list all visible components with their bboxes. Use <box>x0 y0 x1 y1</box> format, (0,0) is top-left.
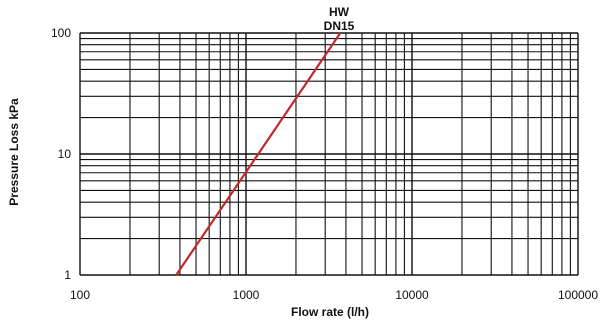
x-tick-label: 1000 <box>233 288 260 302</box>
y-tick-label: 100 <box>51 26 71 40</box>
x-tick-label: 100 <box>70 288 90 302</box>
x-tick-label: 100000 <box>558 288 598 302</box>
x-axis-label: Flow rate (l/h) <box>291 305 369 319</box>
x-tick-label: 10000 <box>395 288 429 302</box>
y-tick-label: 10 <box>58 147 72 161</box>
series-label-line-2: DN15 <box>324 19 355 33</box>
series-label-line-1: HW <box>329 5 350 19</box>
y-axis-label: Pressure Loss kPa <box>7 98 21 206</box>
tick-labels: 100 1000 10000 100000 1 10 100 <box>51 26 598 302</box>
series-layer <box>175 32 342 276</box>
series-line-0 <box>175 32 342 276</box>
y-tick-label: 1 <box>64 268 71 282</box>
grid <box>79 32 579 276</box>
